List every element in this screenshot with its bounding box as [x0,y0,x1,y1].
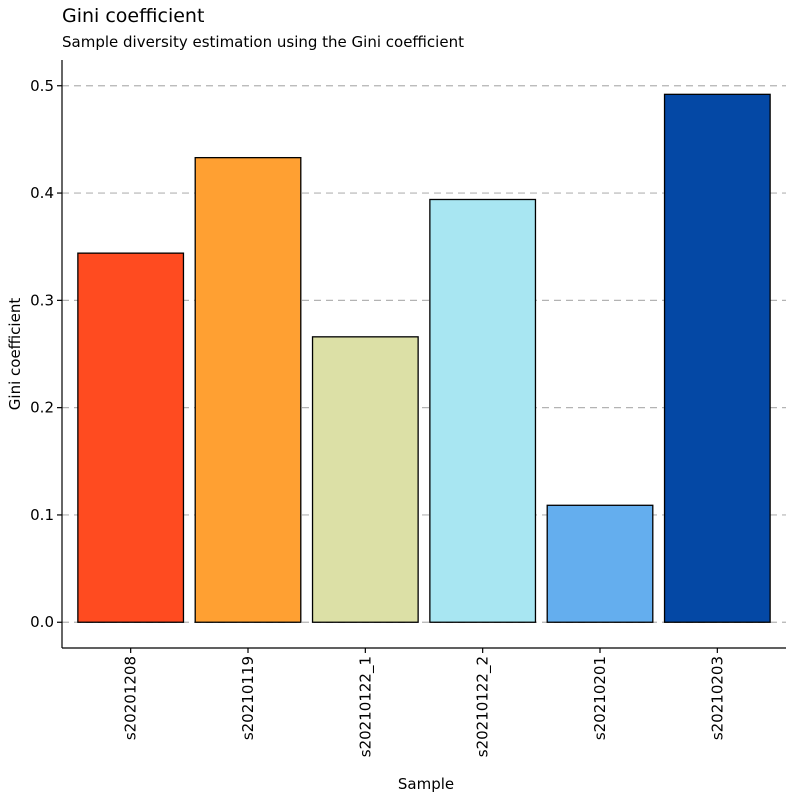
x-tick-label: s20210119 [239,656,257,740]
bar-s20210122_1 [311,336,419,623]
y-tick-label: 0.3 [30,291,54,309]
chart-subtitle: Sample diversity estimation using the Gi… [62,33,464,51]
chart-title: Gini coefficient [62,5,205,27]
bar-s20210119 [194,156,302,623]
bars [77,93,771,623]
x-axis-ticks: s20201208 s20210119 s20210122_1 s20210122_2… [122,648,726,757]
x-tick-label: s20210122_1 [356,656,375,757]
bar-s20210201 [546,504,654,623]
y-tick-label: 0.0 [30,613,54,631]
x-tick-label: s20210122_2 [474,656,493,757]
bar-s20210122_2 [429,198,537,623]
x-tick-label: s20210201 [591,656,609,740]
y-tick-label: 0.1 [30,506,54,524]
y-tick-label: 0.4 [30,184,54,202]
bar-s20210203 [663,93,771,623]
x-axis-title: Sample [398,775,454,793]
y-axis-ticks: 0.0 0.1 0.2 0.3 0.4 0.5 [30,77,62,631]
y-tick-label: 0.2 [30,399,54,417]
y-axis-title: Gini coefficient [6,298,24,411]
x-tick-label: s20210203 [708,656,726,740]
bar-s20201208 [77,252,185,623]
y-tick-label: 0.5 [30,77,54,95]
x-tick-label: s20201208 [122,656,140,740]
